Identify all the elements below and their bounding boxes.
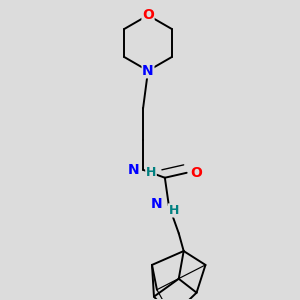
Text: N: N <box>142 64 154 78</box>
Text: N: N <box>127 163 139 177</box>
Text: O: O <box>142 8 154 22</box>
Text: H: H <box>146 166 156 179</box>
Text: H: H <box>169 204 179 217</box>
Text: O: O <box>190 166 202 180</box>
Text: N: N <box>151 196 163 211</box>
